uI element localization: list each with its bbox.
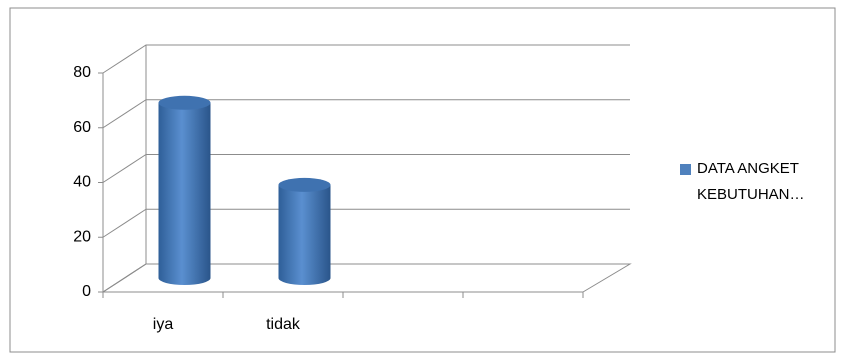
- grid-line: [102, 263, 630, 293]
- grid-line: [102, 99, 630, 129]
- y-tick-label: 60: [73, 119, 91, 136]
- x-tick-label: iya: [153, 316, 174, 333]
- bar: [158, 95, 211, 285]
- legend-label: DATA ANGKET KEBUTUHAN…: [697, 160, 805, 203]
- grid-line: [102, 44, 630, 74]
- grid-line: [102, 154, 630, 183]
- chart-border: [9, 7, 836, 353]
- legend-swatch: [680, 164, 691, 175]
- legend: DATA ANGKET KEBUTUHAN…: [680, 156, 830, 208]
- x-tick-label: tidak: [266, 316, 301, 333]
- y-tick-label: 80: [73, 64, 91, 81]
- y-tick-label: 20: [73, 228, 91, 245]
- bar: [278, 177, 331, 285]
- y-tick-label: 0: [82, 283, 91, 300]
- grid-line: [102, 208, 630, 238]
- y-tick-label: 40: [73, 174, 91, 191]
